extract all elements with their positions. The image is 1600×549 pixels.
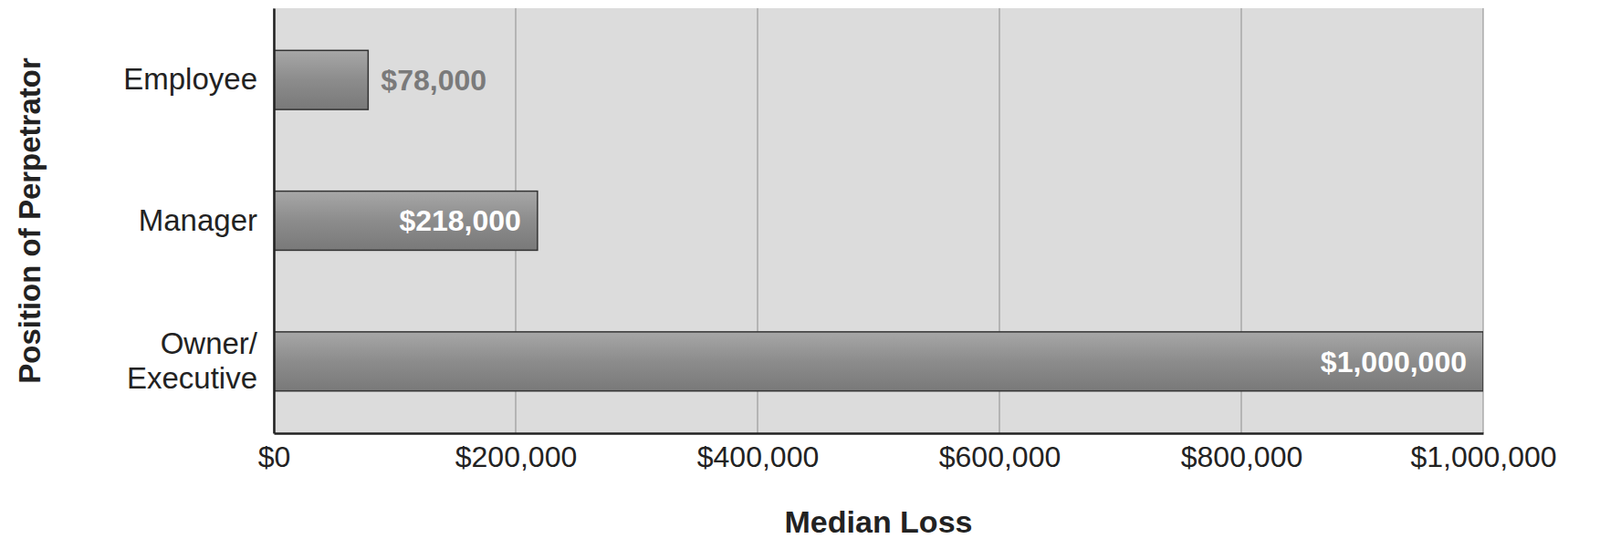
x-axis-line bbox=[274, 432, 1485, 436]
y-tick-label: Employee bbox=[123, 62, 258, 96]
x-tick: $0 bbox=[258, 433, 292, 474]
y-tick: Employee bbox=[123, 62, 274, 96]
x-tick-label: $600,000 bbox=[939, 440, 1061, 474]
bar bbox=[273, 50, 368, 110]
y-tick-label-line: Executive bbox=[126, 361, 258, 396]
x-tick: $400,000 bbox=[697, 433, 819, 474]
y-tick-label: Manager bbox=[138, 203, 258, 238]
x-tick-label: $400,000 bbox=[697, 440, 819, 474]
bar bbox=[273, 191, 538, 251]
y-axis-title: Position of Perpetrator bbox=[12, 57, 47, 385]
x-tick: $800,000 bbox=[1181, 433, 1303, 474]
x-tick-label: $800,000 bbox=[1181, 440, 1303, 474]
x-tick-label: $200,000 bbox=[455, 440, 577, 474]
y-tick: Manager bbox=[138, 203, 274, 238]
bars bbox=[273, 50, 1484, 391]
x-axis: $0 $200,000 $400,000 $600,000 $800,000 $1,000… bbox=[258, 433, 1558, 474]
data-label: $78,000 bbox=[380, 63, 487, 97]
chart: $0 $200,000 $400,000 $600,000 $800,000 $1,000… bbox=[0, 0, 1600, 549]
data-labels: $78,000 $218,000 $1,000,000 bbox=[380, 63, 1467, 379]
y-tick: Owner/Executive bbox=[126, 326, 274, 396]
x-tick: $200,000 bbox=[455, 433, 577, 474]
y-axis: Employee Manager Owner/Executive bbox=[123, 9, 274, 435]
x-tick: $600,000 bbox=[939, 433, 1061, 474]
y-tick-label: Owner/Executive bbox=[126, 326, 259, 396]
plot: $0 $200,000 $400,000 $600,000 $800,000 $1,000… bbox=[123, 8, 1557, 474]
grid bbox=[273, 8, 1484, 434]
data-label: $218,000 bbox=[398, 204, 521, 238]
y-tick-label-line: Owner/ bbox=[160, 326, 259, 361]
y-axis-line bbox=[272, 9, 276, 435]
plot-background bbox=[273, 8, 1484, 434]
data-label: $1,000,000 bbox=[1320, 345, 1467, 379]
bar bbox=[273, 332, 1484, 392]
x-tick-label: $1,000,000 bbox=[1410, 440, 1557, 474]
x-tick-label: $0 bbox=[258, 440, 292, 474]
grid-line bbox=[272, 8, 274, 434]
x-tick: $1,000,000 bbox=[1410, 433, 1557, 474]
x-axis-title: Median Loss bbox=[784, 504, 973, 540]
